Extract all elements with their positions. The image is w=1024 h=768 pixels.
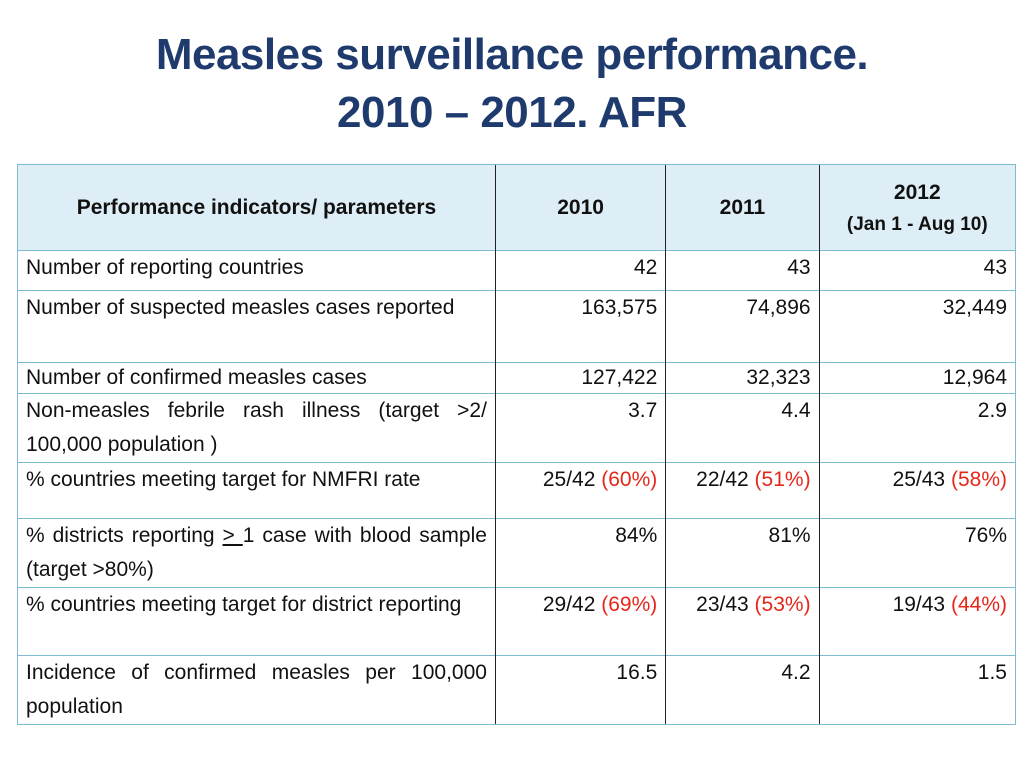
table-row: % districts reporting > 1 case with bloo…: [17, 518, 1017, 588]
value-percent: (69%): [601, 593, 658, 616]
value-2012: 19/43 (44%): [818, 587, 1017, 656]
header-indicator: Performance indicators/ parameters: [17, 164, 496, 251]
table-row: Number of suspected measles cases report…: [17, 290, 1017, 363]
row-label: Number of suspected measles cases report…: [17, 290, 496, 363]
value-2012: 25/43 (58%): [818, 462, 1017, 519]
value-2011: 4.2: [665, 655, 820, 725]
value-2012: 43: [818, 250, 1017, 291]
value-2012: 32,449: [818, 290, 1017, 363]
value-2012: 1.5: [818, 655, 1017, 725]
row-label: % countries meeting target for NMFRI rat…: [17, 462, 496, 519]
value-2010: 29/42 (69%): [494, 587, 666, 656]
page-title: Measles surveillance performance. 2010 –…: [0, 26, 1024, 142]
title-line-2: 2010 – 2012. AFR: [337, 88, 687, 137]
row-label: % countries meeting target for district …: [17, 587, 496, 656]
header-2012: 2012 (Jan 1 - Aug 10): [818, 164, 1017, 251]
value-fraction: 23/43: [696, 593, 749, 616]
value-fraction: 25/42: [542, 468, 596, 491]
value-2010: 16.5: [494, 655, 666, 725]
row-label: Incidence of confirmed measles per 100,0…: [17, 655, 496, 725]
table-row: % countries meeting target for district …: [17, 587, 1017, 656]
value-2010: 42: [494, 250, 666, 291]
value-2010: 3.7: [494, 393, 666, 463]
header-2011: 2011: [665, 164, 820, 251]
value-2011: 4.4: [665, 393, 820, 463]
row-label: Number of reporting countries: [17, 250, 496, 291]
row-label-part: 1 case with blood sample (target >80%): [26, 524, 487, 581]
row-label-part: % districts reporting: [26, 524, 223, 547]
table-row: Number of reporting countries 42 43 43: [17, 250, 1017, 291]
row-label: Non-measles febrile rash illness (target…: [17, 393, 496, 463]
value-2010: 25/42 (60%): [494, 462, 666, 519]
value-2011: 32,323: [665, 362, 820, 394]
title-line-1: Measles surveillance performance.: [155, 30, 869, 79]
row-label: % districts reporting > 1 case with bloo…: [17, 518, 496, 588]
value-percent: (51%): [754, 468, 811, 491]
value-fraction: 19/43: [892, 593, 946, 616]
header-2012-year: 2012: [893, 180, 941, 204]
value-2010: 163,575: [494, 290, 666, 363]
table-row: Incidence of confirmed measles per 100,0…: [17, 655, 1017, 725]
value-2011: 23/43 (53%): [665, 587, 820, 656]
value-percent: (58%): [950, 468, 1007, 491]
value-2010: 127,422: [494, 362, 666, 394]
value-percent: (53%): [754, 593, 811, 616]
row-label-underlined: >: [222, 524, 243, 547]
value-fraction: 29/42: [542, 593, 596, 616]
value-2011: 81%: [665, 518, 820, 588]
table-row: % countries meeting target for NMFRI rat…: [17, 462, 1017, 519]
header-2012-period: (Jan 1 - Aug 10): [846, 213, 988, 235]
table-row: Non-measles febrile rash illness (target…: [17, 393, 1017, 463]
value-2012: 76%: [818, 518, 1017, 588]
value-2011: 43: [665, 250, 820, 291]
value-percent: (60%): [601, 468, 658, 491]
value-2012: 12,964: [818, 362, 1017, 394]
row-label: Number of confirmed measles cases: [17, 362, 496, 394]
value-percent: (44%): [950, 593, 1007, 616]
header-2010: 2010: [494, 164, 666, 251]
value-2011: 22/42 (51%): [665, 462, 820, 519]
value-2012: 2.9: [818, 393, 1017, 463]
value-2010: 84%: [494, 518, 666, 588]
header-row: Performance indicators/ parameters 2010 …: [17, 164, 1017, 251]
value-fraction: 22/42: [696, 468, 749, 491]
value-2011: 74,896: [665, 290, 820, 363]
surveillance-table: Performance indicators/ parameters 2010 …: [17, 164, 1017, 725]
table-row: Number of confirmed measles cases 127,42…: [17, 362, 1017, 394]
value-fraction: 25/43: [892, 468, 946, 491]
